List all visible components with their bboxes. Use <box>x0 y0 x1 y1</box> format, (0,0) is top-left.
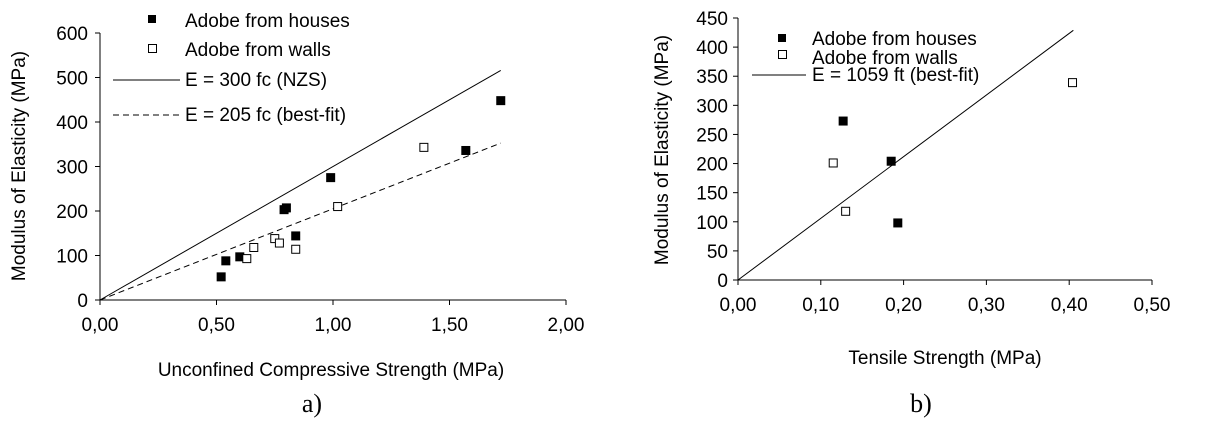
chart-a-y-ticks: 0 100 200 300 400 500 600 <box>56 24 100 312</box>
chart-b-fit-lines <box>737 29 1074 281</box>
chart-a-point-houses <box>216 272 226 282</box>
chart-a-point-walls <box>274 238 284 248</box>
chart-b-x-axis-title: Tensile Strength (MPa) <box>848 348 1041 369</box>
chart-b-point-walls <box>1068 78 1078 88</box>
chart-b-legend-label-bestfit: E = 1059 ft (best-fit) <box>812 65 979 86</box>
chart-b-points <box>828 78 1078 228</box>
chart-b-legend: Adobe from houses Adobe from walls E = 1… <box>752 29 979 86</box>
chart-b-y-tick-label: 300 <box>696 96 728 117</box>
chart-a-point-houses <box>281 203 291 213</box>
chart-b-y-tick-label: 450 <box>696 9 728 30</box>
chart-b-y-tick-label: 150 <box>696 184 728 205</box>
chart-a-point-houses <box>221 256 231 266</box>
chart-a-x-tick-label: 1,00 <box>315 315 352 336</box>
chart-b-point-houses <box>893 218 903 228</box>
chart-b-point-walls <box>828 158 838 168</box>
chart-a-x-tick-label: 0,00 <box>82 315 119 336</box>
chart-a-legend-marker-walls <box>148 44 157 53</box>
chart-b-caption: b) <box>910 389 932 418</box>
chart-a-legend-marker-houses <box>148 15 156 23</box>
chart-b-x-tick-label: 0,30 <box>968 295 1005 316</box>
chart-b-x-tick-label: 0,10 <box>802 295 839 316</box>
chart-a-point-houses <box>326 173 336 183</box>
chart-b-legend-marker-houses <box>778 34 786 42</box>
chart-b-x-tick-label: 0,00 <box>720 295 757 316</box>
chart-a-points <box>216 96 506 282</box>
chart-b-x-tick-label: 0,50 <box>1134 295 1171 316</box>
chart-b-axes <box>737 18 1152 281</box>
chart-b-y-tick-label: 200 <box>696 155 728 176</box>
chart-b-legend-marker-walls <box>778 50 787 59</box>
chart-a-x-tick-label: 0,50 <box>198 315 235 336</box>
chart-a-fit-line-solid <box>99 69 502 301</box>
chart-a-point-houses <box>461 145 471 155</box>
chart-a: 0,00 0,50 1,00 1,50 2,00 0 100 200 300 400 500 600… <box>9 11 584 418</box>
chart-a-y-axis-title: Modulus of Elasticity (MPa) <box>9 51 30 281</box>
chart-a-x-tick-label: 2,00 <box>548 315 585 336</box>
chart-b-point-walls <box>841 206 851 216</box>
chart-b-y-tick-label: 400 <box>696 38 728 59</box>
chart-a-point-walls <box>249 242 259 252</box>
chart-b-y-tick-label: 350 <box>696 67 728 88</box>
chart-b-y-tick-label: 250 <box>696 125 728 146</box>
chart-a-y-tick-label: 200 <box>56 202 88 223</box>
chart-b-y-tick-label: 0 <box>717 271 728 292</box>
chart-a-point-walls <box>291 244 301 254</box>
chart-b-x-tick-label: 0,20 <box>885 295 922 316</box>
chart-a-legend-label-nzs: E = 300 fc (NZS) <box>185 70 327 91</box>
chart-b-legend-label-walls: Adobe from walls <box>812 48 958 69</box>
chart-a-y-tick-label: 0 <box>77 291 88 312</box>
chart-b-y-tick-label: 50 <box>707 242 728 263</box>
chart-a-y-tick-label: 100 <box>56 247 88 268</box>
chart-a-legend-label-houses: Adobe from houses <box>185 11 350 32</box>
chart-a-y-tick-label: 500 <box>56 69 88 90</box>
chart-b-y-axis-title: Modulus of Elasticity (MPa) <box>652 35 673 265</box>
chart-a-y-tick-label: 400 <box>56 113 88 134</box>
chart-b-y-ticks: 0 50 100 150 200 250 300 350 400 450 <box>696 9 738 292</box>
chart-a-x-ticks: 0,00 0,50 1,00 1,50 2,00 <box>82 300 585 336</box>
chart-a-fit-line-dashed <box>99 142 501 301</box>
chart-a-point-walls <box>333 202 343 212</box>
chart-a-fit-lines <box>99 69 502 301</box>
chart-a-x-tick-label: 1,50 <box>431 315 468 336</box>
chart-b-point-houses <box>886 156 896 166</box>
chart-a-y-tick-label: 300 <box>56 158 88 179</box>
chart-a-legend: Adobe from houses Adobe from walls E = 3… <box>113 11 350 126</box>
chart-a-point-houses <box>496 96 506 106</box>
chart-b: 0,00 0,10 0,20 0,30 0,40 0,50 0 50 100 150 200 250… <box>652 9 1170 418</box>
chart-a-point-houses <box>291 231 301 241</box>
chart-a-legend-label-walls: Adobe from walls <box>185 40 331 61</box>
chart-b-point-houses <box>838 116 848 126</box>
chart-a-legend-label-bestfit: E = 205 fc (best-fit) <box>185 105 346 126</box>
chart-a-y-tick-label: 600 <box>56 24 88 45</box>
chart-b-fit-line-solid <box>737 29 1074 281</box>
chart-a-x-axis-title: Unconfined Compressive Strength (MPa) <box>158 360 504 381</box>
chart-a-point-walls <box>419 142 429 152</box>
chart-b-x-ticks: 0,00 0,10 0,20 0,30 0,40 0,50 <box>720 280 1171 316</box>
chart-b-legend-label-houses: Adobe from houses <box>812 29 977 50</box>
chart-b-x-tick-label: 0,40 <box>1051 295 1088 316</box>
chart-b-y-tick-label: 100 <box>696 213 728 234</box>
chart-a-point-walls <box>242 254 252 264</box>
chart-a-caption: a) <box>302 389 322 418</box>
